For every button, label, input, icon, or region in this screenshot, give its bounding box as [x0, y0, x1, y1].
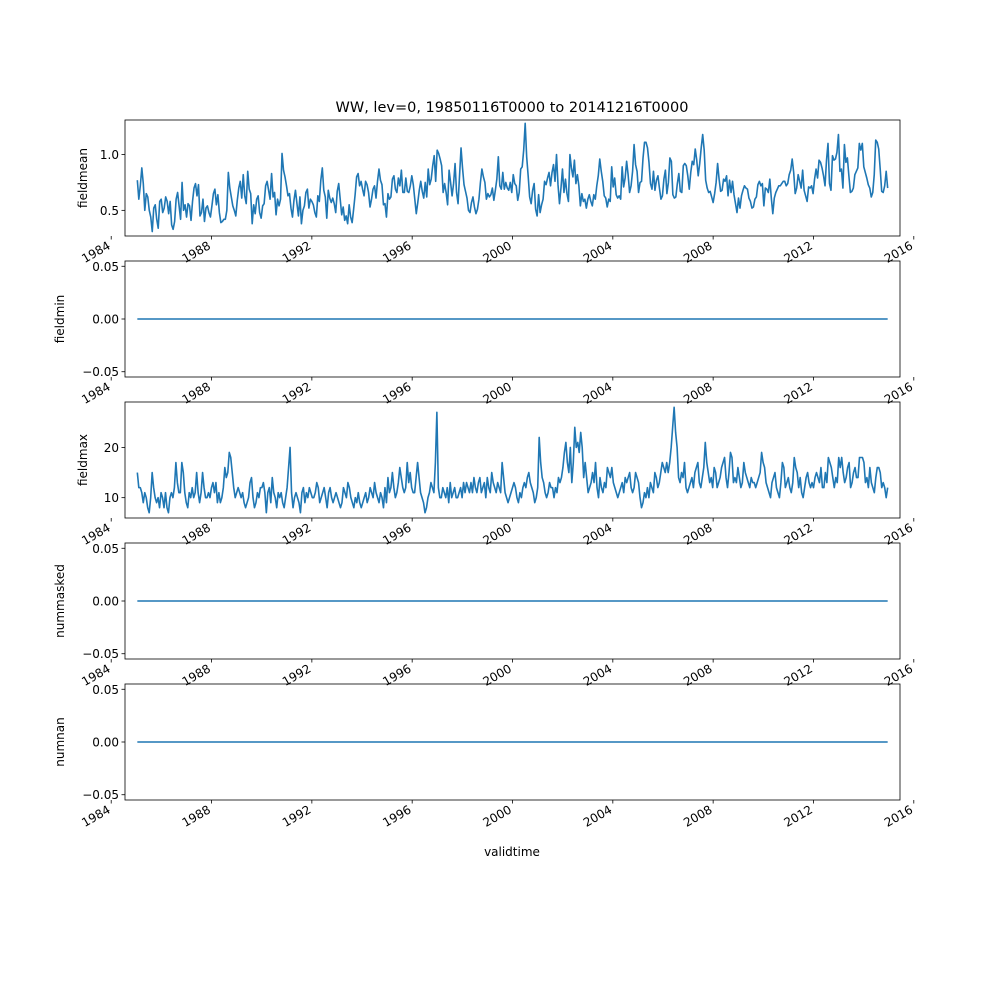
y-tick-label: 0.5 [100, 204, 119, 218]
y-tick-label: 20 [104, 441, 119, 455]
y-axis-label-fieldmax: fieldmax [76, 434, 90, 486]
x-axis-label: validtime [484, 845, 540, 859]
y-tick-label: 0.05 [92, 683, 119, 697]
y-tick-label: 0.00 [92, 313, 119, 327]
series-line-fieldmean [136, 122, 889, 233]
y-axis-label-nummasked: nummasked [53, 564, 67, 638]
y-tick-label: 1.0 [100, 148, 119, 162]
y-tick-label: −0.05 [82, 647, 119, 661]
y-axis-label-numnan: numnan [53, 717, 67, 766]
series-line-fieldmax [136, 406, 889, 514]
y-tick-label: 10 [104, 491, 119, 505]
y-tick-label: −0.05 [82, 365, 119, 379]
y-axis-label-fieldmin: fieldmin [53, 295, 67, 344]
y-tick-label: 0.05 [92, 260, 119, 274]
y-tick-label: 0.05 [92, 542, 119, 556]
y-axis-label-fieldmean: fieldmean [76, 148, 90, 208]
y-tick-label: −0.05 [82, 788, 119, 802]
y-tick-label: 0.00 [92, 736, 119, 750]
y-tick-label: 0.00 [92, 595, 119, 609]
figure-title: WW, lev=0, 19850116T0000 to 20141216T000… [336, 100, 689, 116]
